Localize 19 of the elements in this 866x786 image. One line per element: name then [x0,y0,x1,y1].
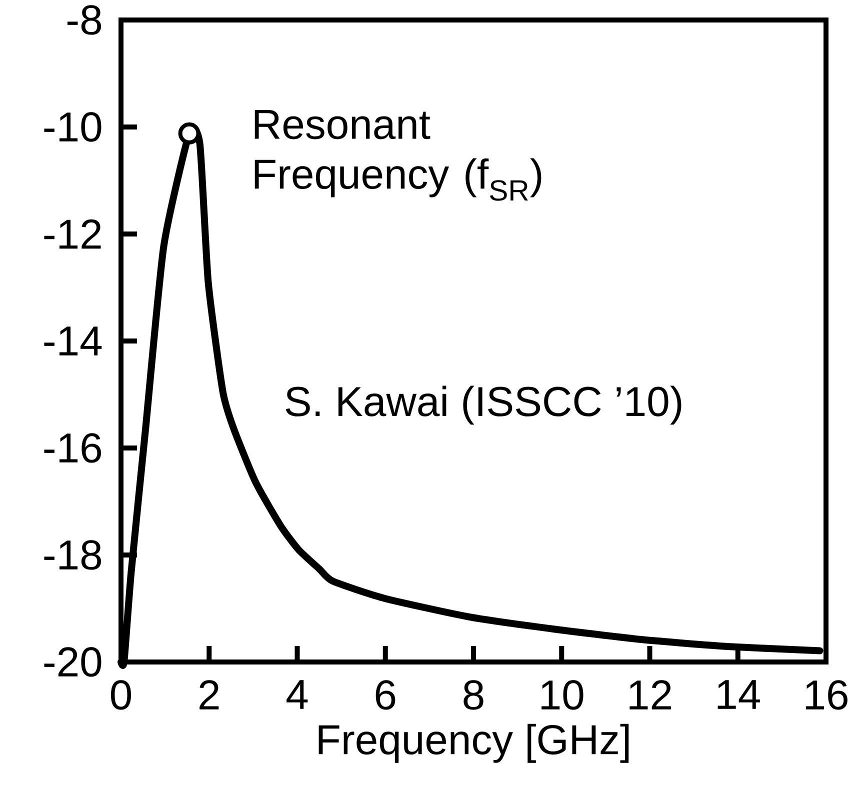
y-tick-label: -20 [44,647,102,677]
x-tick-label: 0 [111,680,132,710]
x-tick-label: 4 [286,680,308,709]
annotation: Resonant Frequency (f$_{SR}$) [254,110,542,201]
y-tick-label: -10 [44,112,102,142]
annotation: S. Kawai (ISSCC ’10) [286,386,682,425]
y-tick-label: -14 [44,326,102,356]
y-tick-label: -18 [44,540,102,570]
x-tick-label: 6 [376,680,396,710]
x-axis-title: Frequency [GHz] [318,724,629,763]
x-tick-label: 14 [718,680,760,709]
x-tick-label: 8 [464,680,484,710]
x-tick-label: 16 [806,680,848,710]
x-tick-label: 12 [630,680,671,710]
y-tick-label: -12 [44,219,101,249]
x-tick-label: 2 [200,680,219,710]
x-tick-label: 10 [542,680,584,710]
y-tick-label: -16 [44,433,102,463]
y-tick-label: -8 [68,5,102,35]
